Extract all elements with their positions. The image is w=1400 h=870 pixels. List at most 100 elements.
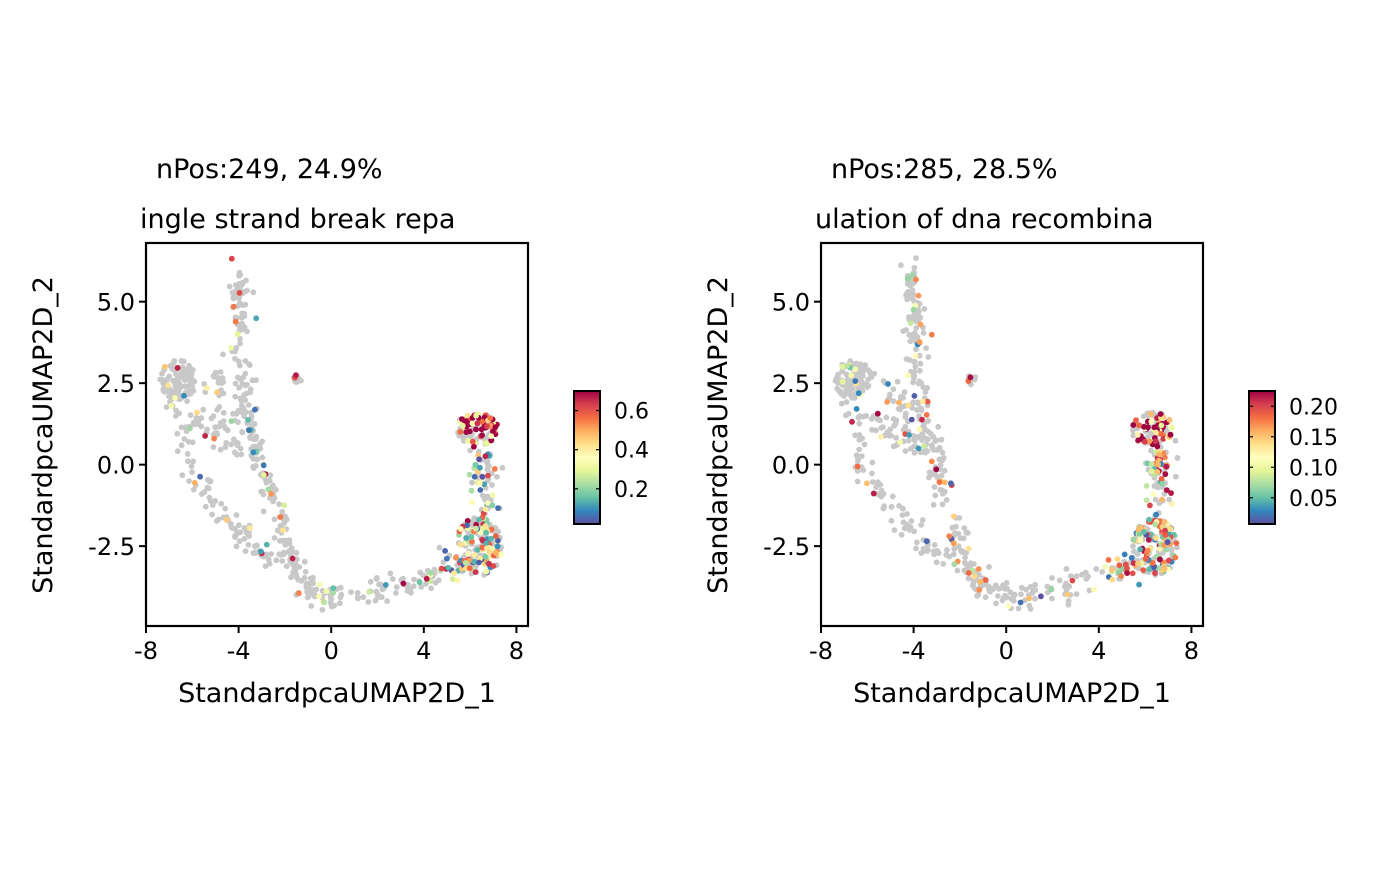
cell-point-positive xyxy=(897,439,903,445)
cell-point-positive xyxy=(1109,566,1115,573)
cell-point-positive xyxy=(1163,546,1170,553)
cell-point-negative xyxy=(906,332,913,338)
cell-point-positive xyxy=(912,353,919,359)
cell-point-positive xyxy=(1026,595,1032,602)
cell-point-positive xyxy=(469,438,476,445)
colorbar-tick-label: 0.15 xyxy=(1289,426,1338,451)
cell-point-negative xyxy=(266,560,273,567)
cell-point-positive xyxy=(1064,591,1071,598)
cell-point-positive xyxy=(919,398,926,405)
cell-point-negative xyxy=(909,287,916,293)
cell-point-negative xyxy=(251,421,258,427)
cell-point-negative xyxy=(481,493,487,500)
cell-point-negative xyxy=(354,589,361,596)
cell-point-positive xyxy=(471,473,478,480)
cell-point-positive xyxy=(1172,554,1179,561)
cell-point-negative xyxy=(178,424,185,431)
cell-point-negative xyxy=(221,423,228,430)
cell-point-negative xyxy=(1018,591,1024,598)
cell-point-negative xyxy=(211,374,218,380)
cell-point-negative xyxy=(224,427,231,434)
cell-point-negative xyxy=(939,501,946,508)
cell-point-positive xyxy=(228,418,235,424)
panel-title: ulation of dna recombina xyxy=(815,204,1154,235)
cell-point-negative xyxy=(1173,473,1179,480)
cell-point-positive xyxy=(1157,546,1163,552)
cell-point-positive xyxy=(1166,416,1173,423)
cell-point-negative xyxy=(954,567,961,574)
cell-point-positive xyxy=(864,480,870,487)
cell-point-negative xyxy=(190,486,197,493)
cell-point-positive xyxy=(1156,451,1163,458)
cell-point-positive xyxy=(485,500,491,507)
cell-point-positive xyxy=(1135,560,1141,567)
cell-point-negative xyxy=(919,517,926,523)
cell-point-positive xyxy=(483,568,490,575)
cell-point-negative xyxy=(1007,589,1014,596)
cell-point-positive xyxy=(230,303,237,310)
cell-point-negative xyxy=(1082,569,1089,576)
cell-point-negative xyxy=(922,389,929,395)
cell-point-positive xyxy=(487,415,494,421)
cell-point-positive xyxy=(1167,526,1174,532)
cell-point-negative xyxy=(930,447,937,453)
cell-point-negative xyxy=(907,445,914,452)
cell-point-positive xyxy=(1159,496,1165,503)
cell-point-positive xyxy=(289,555,296,562)
cell-point-negative xyxy=(909,281,916,287)
cell-point-negative xyxy=(854,371,861,377)
cell-point-negative xyxy=(843,371,850,378)
cell-point-negative xyxy=(241,392,248,398)
cell-point-negative xyxy=(252,549,258,556)
cell-point-positive xyxy=(488,535,495,542)
cell-point-negative xyxy=(250,436,257,442)
cell-point-negative xyxy=(1004,594,1010,601)
cell-point-negative xyxy=(889,493,896,500)
cell-point-positive xyxy=(423,575,430,582)
cell-point-positive xyxy=(252,406,258,413)
cell-point-positive xyxy=(1144,547,1151,554)
cell-point-negative xyxy=(1093,566,1100,572)
cell-point-negative xyxy=(910,379,916,386)
cell-point-positive xyxy=(483,540,490,547)
cell-point-negative xyxy=(428,585,434,592)
cell-point-positive xyxy=(910,306,917,313)
cell-point-negative xyxy=(883,414,890,421)
cell-point-negative xyxy=(239,279,246,286)
cell-point-negative xyxy=(469,479,475,486)
cell-point-positive xyxy=(445,564,451,571)
cell-point-positive xyxy=(482,523,489,529)
cell-point-negative xyxy=(976,571,982,578)
cell-point-negative xyxy=(241,535,248,542)
cell-point-positive xyxy=(280,527,286,534)
cell-point-positive xyxy=(442,548,448,554)
cell-point-positive xyxy=(852,378,859,384)
x-tick-label: 0 xyxy=(999,637,1014,665)
cell-point-negative xyxy=(166,373,173,380)
cell-point-negative xyxy=(899,512,906,518)
cell-point-negative xyxy=(311,593,318,600)
cell-point-negative xyxy=(852,432,859,439)
cell-point-negative xyxy=(184,451,191,457)
cell-point-negative xyxy=(296,564,303,570)
cell-point-negative xyxy=(198,423,205,430)
cell-point-positive xyxy=(1148,418,1155,425)
cell-point-negative xyxy=(191,421,198,428)
cell-point-negative xyxy=(1148,447,1154,454)
cell-point-negative xyxy=(178,442,185,449)
cell-point-positive xyxy=(459,422,466,429)
cell-point-negative xyxy=(286,548,292,555)
cell-point-negative xyxy=(919,431,926,437)
cell-point-negative xyxy=(188,463,195,470)
cell-point-negative xyxy=(244,381,250,388)
cell-point-positive xyxy=(330,590,337,596)
cell-point-negative xyxy=(999,597,1006,604)
cell-point-positive xyxy=(936,479,943,486)
cell-point-negative xyxy=(208,415,215,422)
cell-point-negative xyxy=(1083,576,1090,582)
cell-point-positive xyxy=(494,543,501,550)
colorbar-tick-label: 0.2 xyxy=(614,478,649,503)
cell-point-negative xyxy=(245,402,252,408)
x-tick-label: 8 xyxy=(1184,637,1199,665)
cell-point-negative xyxy=(242,370,249,377)
